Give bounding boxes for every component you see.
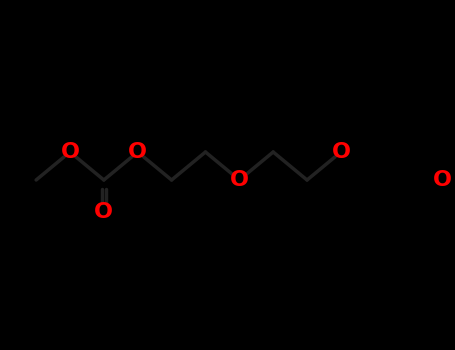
Text: O: O xyxy=(128,142,147,162)
Text: O: O xyxy=(331,142,350,162)
Text: O: O xyxy=(61,142,80,162)
Text: O: O xyxy=(433,170,452,190)
Text: O: O xyxy=(94,202,113,222)
Text: O: O xyxy=(230,170,249,190)
